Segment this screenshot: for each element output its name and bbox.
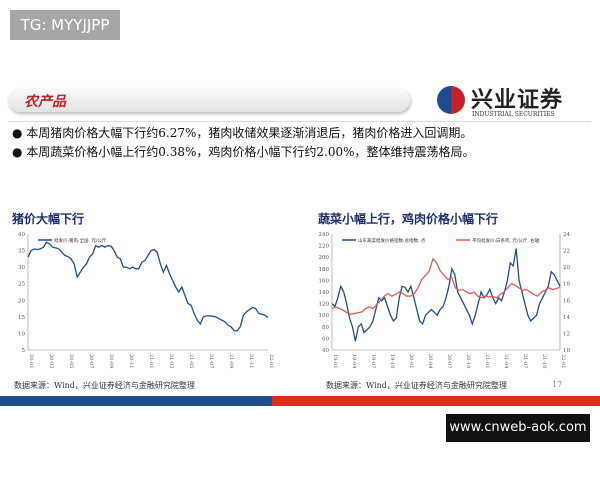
divider: [8, 121, 590, 122]
chart-1-title: 猪价大幅下行: [12, 212, 85, 226]
x-tick-label: 21-03: [168, 354, 174, 368]
x-tick-label: 20-07: [88, 354, 94, 368]
section-header: 农产品: [8, 88, 410, 112]
x-tick-label: 21-01: [484, 354, 490, 368]
x-tick-label: 19-04: [351, 354, 357, 368]
x-tick-label: 22-01: [560, 354, 566, 368]
legend-label: 平均批发价:白条鸡, 元/公斤, 右轴: [472, 237, 540, 244]
x-tick-label: 20-01: [28, 354, 34, 368]
y2-tick-label: 18: [563, 282, 570, 288]
x-tick-label: 20-05: [68, 354, 74, 368]
x-tick-label: 20-10: [465, 354, 471, 368]
x-tick-label: 20-03: [48, 354, 54, 368]
y-tick-label: 40: [322, 348, 329, 354]
y-tick-label: 180: [319, 267, 330, 273]
y2-tick-label: 10: [563, 348, 570, 354]
x-tick-label: 21-07: [522, 354, 528, 368]
x-tick-label: 21-04: [503, 354, 509, 368]
veg-chicken-chart: 40 60 80 100 120 140 160 180 200 220 240 10 12 14 16 18…: [319, 232, 571, 368]
y2-tick-label: 20: [563, 265, 570, 271]
bullet-2: ● 本周蔬菜价格小幅上行约0.38%，鸡肉价格小幅下行约2.00%，整体维持震荡…: [12, 145, 475, 159]
x-tick-label: 19-01: [332, 354, 338, 368]
bullet-1: ● 本周猪肉价格大幅下行约6.27%，猪肉收储效果逐渐消退后，猪肉价格进入回调期…: [12, 126, 473, 140]
x-tick-label: 20-07: [446, 354, 452, 368]
y-tick-label: 100: [319, 313, 330, 319]
chart-2-title: 蔬菜小幅上行，鸡肉价格小幅下行: [318, 212, 499, 226]
watermark-bottom: www.cnweb-aok.com: [446, 414, 590, 442]
x-tick-label: 21-09: [228, 354, 234, 368]
x-tick-label: 19-10: [389, 354, 395, 368]
y2-tick-label: 24: [563, 232, 570, 238]
y-tick-label: 25: [18, 282, 25, 288]
watermark-top: TG: MYYJJPP: [10, 10, 120, 40]
logo-cn: 兴业证券: [471, 87, 564, 113]
x-tick-label: 20-11: [128, 354, 134, 368]
section-title: 农产品: [24, 94, 66, 110]
y-tick-label: 120: [319, 302, 330, 308]
y-tick-label: 80: [322, 325, 329, 331]
x-tick-label: 21-05: [188, 354, 194, 368]
company-logo: 兴业证券 INDUSTRIAL SECURITIES: [437, 84, 577, 120]
y-tick-label: 5: [22, 348, 26, 354]
x-tick-label: 21-07: [208, 354, 214, 368]
series-line: [331, 248, 561, 342]
series-line: [331, 257, 561, 316]
logo-icon: [437, 86, 465, 114]
x-tick-label: 19-07: [370, 354, 376, 368]
footer-band-red: [272, 396, 600, 406]
y-tick-label: 15: [18, 315, 25, 321]
pork-price-chart: 5 10 15 20 25 30 35 40 20-01 20-03 20-05 20-07 20-09…: [18, 232, 274, 368]
logo-en: INDUSTRIAL SECURITIES: [472, 111, 555, 118]
legend-label: 山东蔬菜批发价格指数:总指数, 点: [358, 237, 426, 244]
y-tick-label: 20: [18, 298, 25, 304]
y-tick-label: 40: [18, 232, 25, 238]
x-tick-label: 20-01: [408, 354, 414, 368]
footer-band-blue: [0, 396, 272, 406]
y-tick-label: 60: [322, 336, 329, 342]
x-tick-label: 22-01: [268, 354, 274, 368]
page-number: 17: [552, 380, 563, 389]
y-tick-label: 140: [319, 290, 330, 296]
y-tick-label: 240: [319, 232, 330, 238]
y-tick-label: 160: [319, 278, 330, 284]
y2-tick-label: 22: [563, 249, 570, 255]
y2-tick-label: 14: [563, 315, 570, 321]
x-tick-label: 21-10: [541, 354, 547, 368]
y-tick-label: 220: [319, 244, 330, 250]
source-note-1: 数据来源：Wind，兴业证券经济与金融研究院整理: [14, 381, 195, 390]
legend-label: 批发价:猪肉:全国, 元/公斤: [54, 237, 107, 244]
x-tick-label: 21-01: [148, 354, 154, 368]
source-note-2: 数据来源：Wind，兴业证券经济与金融研究院整理: [326, 381, 507, 390]
series-line: [27, 241, 269, 332]
x-tick-label: 20-09: [108, 354, 114, 368]
x-tick-label: 20-04: [427, 354, 433, 368]
y2-tick-label: 12: [563, 331, 570, 337]
y-tick-label: 200: [319, 255, 330, 261]
y2-tick-label: 16: [563, 298, 570, 304]
y-tick-label: 30: [18, 265, 25, 271]
y-tick-label: 10: [18, 331, 25, 337]
x-tick-label: 21-11: [248, 354, 254, 368]
y-tick-label: 35: [18, 249, 25, 255]
